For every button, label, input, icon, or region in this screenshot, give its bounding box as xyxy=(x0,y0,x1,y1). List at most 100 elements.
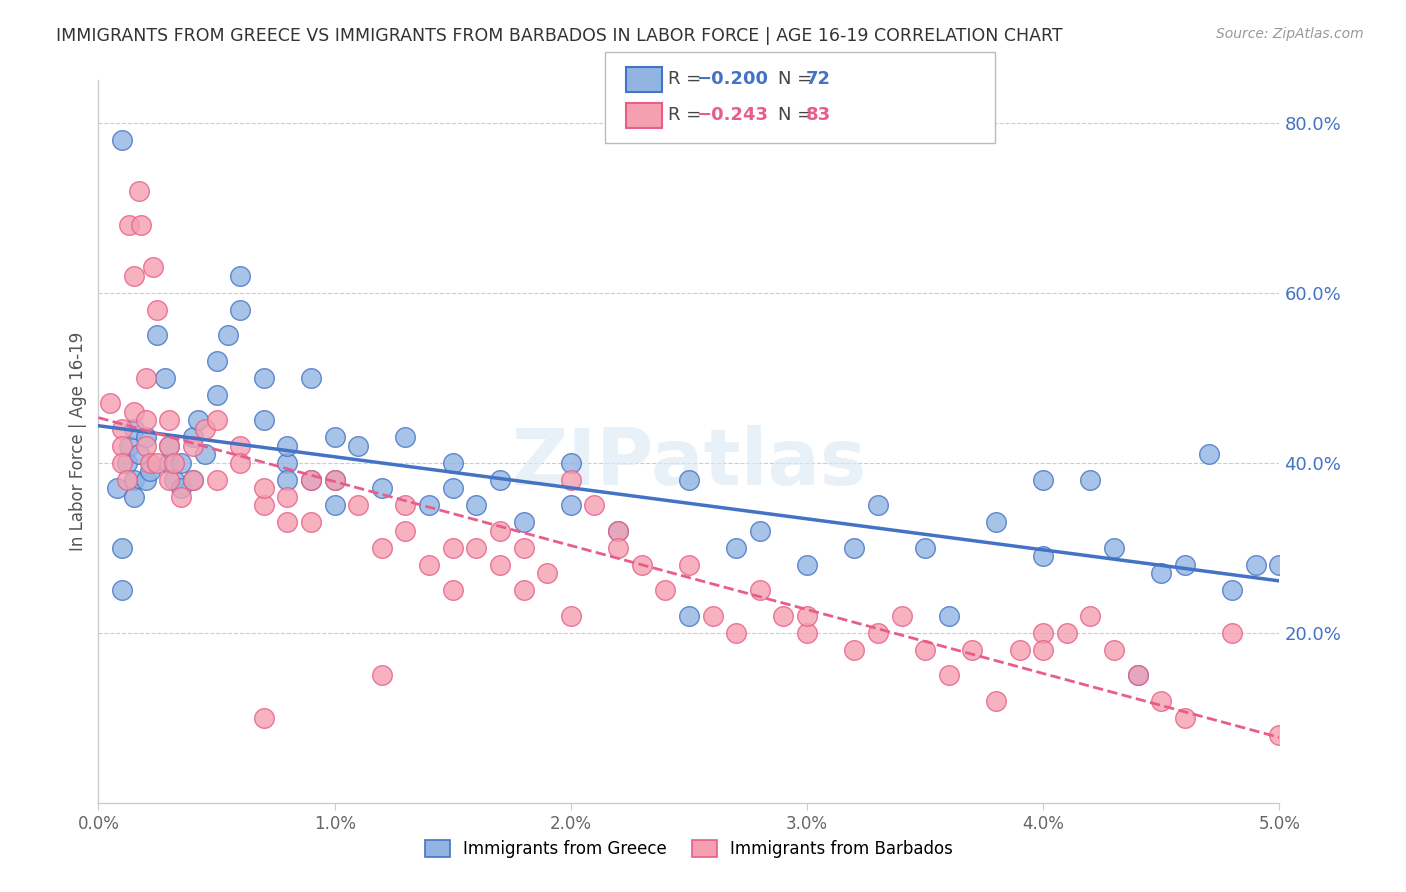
Point xyxy=(118,218,141,232)
Point xyxy=(1268,558,1291,572)
Text: N =: N = xyxy=(778,70,817,88)
Point xyxy=(157,413,180,427)
Point xyxy=(111,456,134,470)
Point xyxy=(111,422,134,436)
Point xyxy=(299,516,322,530)
Point xyxy=(122,405,145,419)
Text: −0.200: −0.200 xyxy=(696,70,768,88)
Point xyxy=(418,558,440,572)
Point xyxy=(1150,694,1173,708)
Point xyxy=(465,498,488,512)
Point xyxy=(276,490,298,504)
Point xyxy=(1102,541,1125,555)
Point xyxy=(111,541,134,555)
Point xyxy=(914,541,936,555)
Text: IMMIGRANTS FROM GREECE VS IMMIGRANTS FROM BARBADOS IN LABOR FORCE | AGE 16-19 CO: IMMIGRANTS FROM GREECE VS IMMIGRANTS FRO… xyxy=(56,27,1063,45)
Point xyxy=(844,642,866,657)
Point xyxy=(157,439,180,453)
Point xyxy=(115,473,138,487)
Text: R =: R = xyxy=(668,70,707,88)
Point xyxy=(1150,566,1173,581)
Point xyxy=(748,583,770,598)
Point xyxy=(418,498,440,512)
Point xyxy=(276,516,298,530)
Point xyxy=(157,473,180,487)
Point xyxy=(146,302,169,317)
Point xyxy=(139,464,162,478)
Point xyxy=(163,473,186,487)
Point xyxy=(111,133,134,147)
Point xyxy=(157,439,180,453)
Point xyxy=(441,481,464,495)
Point xyxy=(1174,711,1197,725)
Point xyxy=(187,413,209,427)
Point xyxy=(217,328,239,343)
Point xyxy=(512,583,534,598)
Text: Source: ZipAtlas.com: Source: ZipAtlas.com xyxy=(1216,27,1364,41)
Point xyxy=(142,260,165,275)
Point xyxy=(489,558,512,572)
Point xyxy=(1102,642,1125,657)
Point xyxy=(253,481,276,495)
Point xyxy=(347,498,370,512)
Point xyxy=(1032,625,1054,640)
Point xyxy=(560,498,582,512)
Point xyxy=(1174,558,1197,572)
Point xyxy=(938,608,960,623)
Point xyxy=(1080,473,1102,487)
Point xyxy=(1126,668,1149,682)
Point xyxy=(115,456,138,470)
Point xyxy=(111,583,134,598)
Point xyxy=(512,541,534,555)
Point xyxy=(607,524,630,538)
Point xyxy=(253,498,276,512)
Point xyxy=(583,498,606,512)
Point xyxy=(129,218,152,232)
Point xyxy=(1220,583,1243,598)
Point xyxy=(844,541,866,555)
Point xyxy=(347,439,370,453)
Point xyxy=(118,439,141,453)
Point xyxy=(181,473,204,487)
Point xyxy=(194,422,217,436)
Point xyxy=(146,456,169,470)
Point xyxy=(1198,447,1220,461)
Point xyxy=(122,490,145,504)
Point xyxy=(1126,668,1149,682)
Point xyxy=(205,473,228,487)
Point xyxy=(796,608,818,623)
Point xyxy=(170,481,193,495)
Point xyxy=(139,456,162,470)
Point xyxy=(394,524,416,538)
Point xyxy=(181,430,204,444)
Point xyxy=(157,456,180,470)
Point xyxy=(678,473,700,487)
Point xyxy=(229,439,252,453)
Point xyxy=(229,302,252,317)
Point xyxy=(984,694,1007,708)
Point xyxy=(1032,473,1054,487)
Point xyxy=(678,558,700,572)
Text: 83: 83 xyxy=(806,106,831,124)
Point xyxy=(1220,625,1243,640)
Point xyxy=(536,566,558,581)
Point xyxy=(371,541,394,555)
Point xyxy=(1244,558,1267,572)
Point xyxy=(1268,728,1291,742)
Point xyxy=(1008,642,1031,657)
Point xyxy=(135,439,157,453)
Point xyxy=(1056,625,1078,640)
Point xyxy=(323,498,346,512)
Point xyxy=(205,388,228,402)
Point xyxy=(146,328,169,343)
Point xyxy=(371,668,394,682)
Y-axis label: In Labor Force | Age 16-19: In Labor Force | Age 16-19 xyxy=(69,332,87,551)
Point xyxy=(441,583,464,598)
Point xyxy=(512,516,534,530)
Point xyxy=(465,541,488,555)
Point xyxy=(796,625,818,640)
Point xyxy=(560,608,582,623)
Point xyxy=(276,439,298,453)
Point xyxy=(229,456,252,470)
Point xyxy=(772,608,794,623)
